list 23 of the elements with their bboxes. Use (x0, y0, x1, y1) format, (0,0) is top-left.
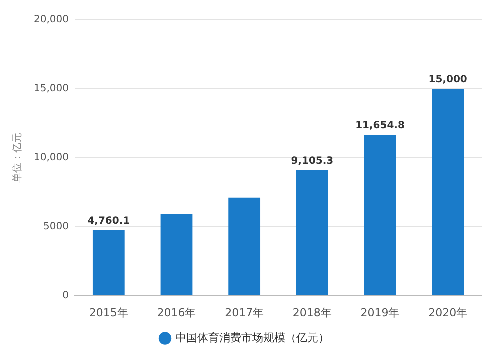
data-label: 9,105.3 (291, 156, 334, 167)
y-tick-label: 20,000 (34, 14, 69, 26)
bar (228, 198, 261, 296)
x-tick-label: 2020年 (428, 306, 468, 320)
x-tick-label: 2017年 (225, 306, 264, 320)
x-tick-label: 2018年 (292, 306, 332, 320)
y-tick-label: 0 (62, 290, 69, 302)
bar (296, 170, 328, 296)
bar (160, 214, 193, 296)
legend-label: 中国体育消费市场规模（亿元） (175, 331, 330, 344)
y-tick-label: 10,000 (34, 152, 69, 164)
y-tick-label: 5000 (44, 221, 69, 232)
x-tick-label: 2016年 (157, 306, 196, 320)
x-tick-label: 2015年 (89, 306, 128, 320)
y-axis-title: 单位：亿元 (12, 132, 24, 183)
data-label: 15,000 (428, 74, 468, 86)
data-label: 4,760.1 (88, 216, 130, 227)
bar (364, 135, 396, 296)
bar (92, 230, 125, 296)
data-label: 11,654.8 (356, 120, 405, 132)
y-tick-label: 15,000 (34, 84, 69, 95)
x-tick-label: 2019年 (360, 306, 400, 320)
bar (432, 88, 464, 296)
